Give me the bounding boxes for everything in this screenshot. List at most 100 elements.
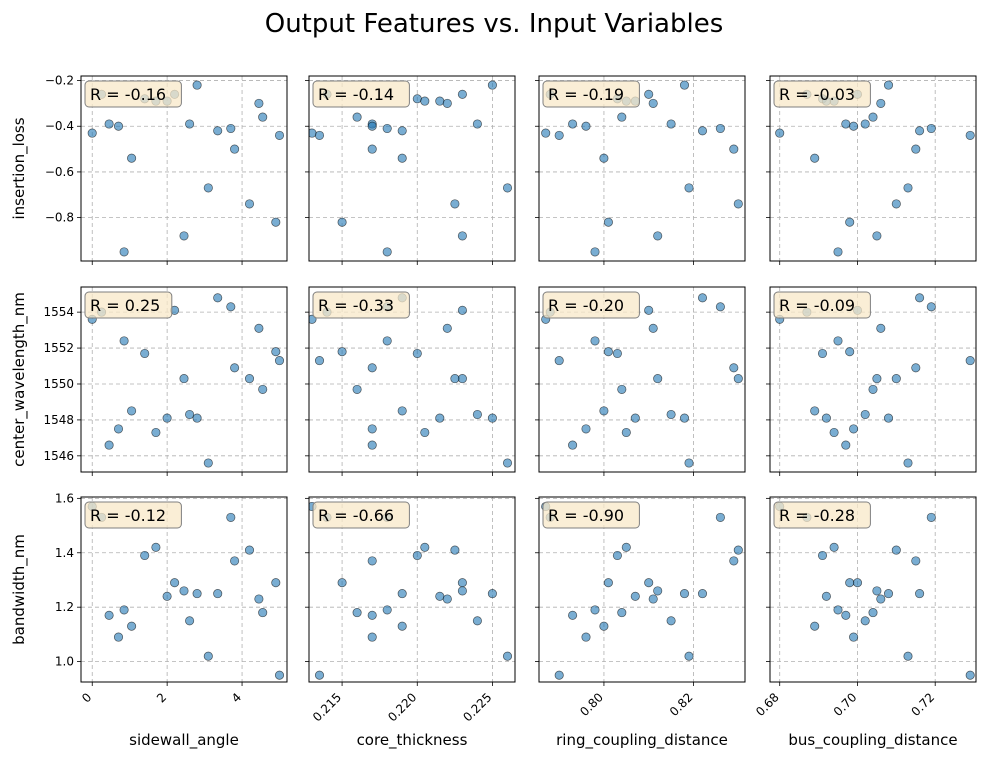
data-point xyxy=(367,144,377,154)
correlation-annotation-text: R = 0.25 xyxy=(90,296,160,315)
y-tick-label: −0.2 xyxy=(45,74,74,88)
data-point xyxy=(457,89,467,99)
data-point xyxy=(179,231,189,241)
data-point xyxy=(648,594,658,604)
panel-insertion_loss-vs-sidewall_angle: −0.8 −0.6 −0.4 −0.2 R = -0.16 insertion_loss xyxy=(10,74,288,265)
panel-frame xyxy=(80,496,288,683)
data-point xyxy=(915,589,925,599)
x-tick-label: 0.225 xyxy=(460,690,494,724)
data-point xyxy=(612,348,622,359)
data-point xyxy=(733,374,743,384)
correlation-annotation-text: R = -0.03 xyxy=(779,85,855,104)
scatter-points xyxy=(309,293,513,468)
panel-frame xyxy=(769,496,977,683)
correlation-annotation-box xyxy=(773,80,871,108)
data-point xyxy=(397,126,407,136)
data-point xyxy=(203,183,213,193)
data-point xyxy=(127,621,137,631)
data-point xyxy=(554,670,564,680)
data-point xyxy=(679,80,690,90)
data-point xyxy=(179,374,189,384)
data-point xyxy=(729,363,739,373)
data-point xyxy=(581,121,591,131)
data-point xyxy=(715,123,725,134)
data-point xyxy=(684,651,694,661)
panel-center_wavelength_nm-vs-core_thickness: R = -0.33 xyxy=(305,286,516,476)
data-point xyxy=(274,130,285,140)
y-axis-label: center_wavelength_nm xyxy=(10,292,29,467)
data-point xyxy=(127,153,137,163)
data-point xyxy=(590,605,600,615)
data-point xyxy=(697,589,708,599)
data-point xyxy=(113,424,124,434)
data-point xyxy=(729,556,739,566)
panel-center_wavelength_nm-vs-ring_coupling_distance: R = -0.20 xyxy=(535,286,746,476)
data-point xyxy=(599,153,609,163)
y-tick-label: 1548 xyxy=(43,413,74,427)
data-point xyxy=(810,406,820,416)
data-point xyxy=(213,126,223,136)
data-point xyxy=(852,578,863,588)
data-point xyxy=(179,586,189,596)
data-point xyxy=(868,384,878,394)
correlation-annotation-box xyxy=(542,291,640,319)
data-point xyxy=(382,336,392,346)
data-point xyxy=(412,94,422,104)
data-point xyxy=(420,427,430,438)
data-point xyxy=(860,119,870,129)
data-point xyxy=(903,651,913,661)
data-point xyxy=(435,591,445,601)
panel-frame xyxy=(769,286,977,473)
scatter-points xyxy=(87,293,285,468)
data-point xyxy=(457,374,467,384)
panel-bandwidth_nm-vs-ring_coupling_distance: 0.80 0.82 R = -0.90 ring_coupling_distance xyxy=(535,496,746,750)
data-point xyxy=(915,126,925,136)
data-point xyxy=(644,578,654,588)
data-point xyxy=(860,409,870,420)
data-point xyxy=(314,670,325,680)
x-tick-label: 2 xyxy=(154,690,169,705)
data-point xyxy=(891,545,901,555)
data-point xyxy=(254,323,264,333)
correlation-annotation-text: R = -0.12 xyxy=(90,506,166,525)
data-point xyxy=(603,578,613,588)
data-point xyxy=(829,427,839,438)
data-point xyxy=(733,545,743,555)
data-point xyxy=(367,556,377,566)
data-point xyxy=(119,247,129,257)
data-point xyxy=(254,594,264,604)
data-point xyxy=(314,356,325,366)
y-tick-label: 1550 xyxy=(43,377,74,391)
data-point xyxy=(337,217,347,227)
x-axis-label: bus_coupling_distance xyxy=(788,731,957,750)
panel-frame xyxy=(308,75,516,262)
x-tick-label: 0.82 xyxy=(667,690,696,719)
data-point xyxy=(113,632,124,642)
data-point xyxy=(653,374,663,384)
data-point xyxy=(872,374,882,384)
correlation-annotation-text: R = -0.33 xyxy=(318,296,394,315)
data-point xyxy=(965,670,975,680)
data-point xyxy=(226,302,236,312)
x-tick-label: 0 xyxy=(79,690,94,705)
data-point xyxy=(581,424,591,434)
data-point xyxy=(715,512,725,522)
data-point xyxy=(226,512,236,522)
data-point xyxy=(775,128,785,138)
data-point xyxy=(883,413,894,423)
correlation-annotation-text: R = -0.14 xyxy=(318,85,394,104)
data-point xyxy=(382,605,392,615)
data-point xyxy=(192,80,202,90)
data-point xyxy=(849,424,859,434)
data-point xyxy=(382,123,392,134)
data-point xyxy=(911,363,921,373)
x-axis-label: core_thickness xyxy=(357,731,468,750)
data-point xyxy=(630,591,640,601)
data-point xyxy=(397,406,407,416)
data-point xyxy=(612,550,622,561)
data-point xyxy=(849,632,859,642)
y-tick-label: −0.8 xyxy=(45,211,74,225)
data-point xyxy=(367,121,377,131)
data-point xyxy=(151,542,161,552)
data-point xyxy=(829,542,839,552)
